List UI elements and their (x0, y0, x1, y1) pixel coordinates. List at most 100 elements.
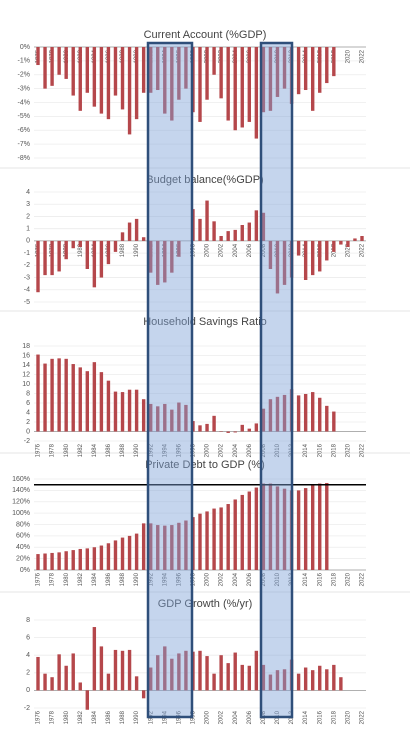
bar (212, 508, 216, 570)
y-tick-label: 120% (12, 499, 30, 506)
bar (170, 240, 174, 273)
bar (247, 47, 252, 122)
bar (78, 548, 82, 570)
bar (240, 494, 244, 570)
y-tick-label: -3% (18, 85, 30, 92)
x-tick-label: 1988 (120, 443, 126, 457)
x-tick-label: 1976 (36, 710, 42, 724)
x-tick-label: 1980 (64, 443, 70, 457)
bar (113, 649, 118, 691)
bar (184, 520, 188, 570)
bar (198, 218, 202, 241)
bar (275, 240, 280, 294)
bar (233, 229, 237, 241)
bar (360, 236, 364, 241)
y-tick-label: 8 (26, 390, 30, 397)
bar (170, 525, 174, 570)
x-tick-label: 2016 (317, 572, 323, 586)
y-tick-label: -1% (18, 58, 30, 65)
x-tick-label: 1982 (78, 710, 84, 724)
x-tick-label: 1980 (64, 710, 70, 724)
bar (57, 240, 61, 272)
x-tick-label: 2004 (233, 443, 239, 457)
bar (205, 200, 209, 241)
x-tick-label: 1984 (92, 443, 98, 457)
bar (127, 389, 132, 432)
bar (275, 486, 280, 570)
bar (99, 240, 104, 278)
y-tick-label: -5 (24, 299, 30, 306)
bar (134, 218, 139, 241)
bar (85, 690, 90, 710)
bar (36, 656, 40, 691)
bar (177, 240, 181, 257)
bar (261, 483, 266, 570)
y-tick-label: 16 (22, 352, 30, 359)
x-tick-label: 1984 (92, 572, 98, 586)
x-tick-label: 2022 (360, 572, 366, 586)
y-tick-label: -2% (18, 72, 30, 79)
x-tick-label: 1986 (106, 710, 112, 724)
bar (318, 47, 322, 93)
bar (113, 540, 118, 570)
bar (148, 403, 153, 432)
bar (346, 240, 350, 247)
x-tick-label: 2010 (275, 443, 281, 457)
bar (163, 525, 167, 570)
bar (303, 667, 308, 691)
bar (296, 47, 301, 95)
bar (99, 545, 104, 570)
bar (233, 652, 237, 691)
bar (78, 682, 82, 691)
x-tick-label: 2006 (247, 243, 253, 257)
bar (156, 406, 160, 432)
x-tick-label: 2018 (331, 572, 337, 586)
x-tick-label: 1978 (50, 443, 56, 457)
x-tick-label: 1994 (162, 443, 168, 457)
bar (127, 649, 132, 691)
bar (141, 399, 146, 432)
bar (85, 371, 90, 432)
bar (92, 547, 97, 570)
bar (99, 646, 104, 691)
x-tick-label: 1982 (78, 572, 84, 586)
x-tick-label: 2010 (275, 572, 281, 586)
bar (134, 389, 139, 432)
bar (99, 47, 104, 114)
y-tick-label: 0 (26, 238, 30, 245)
bar (226, 504, 230, 570)
bar (64, 47, 68, 79)
x-tick-label: 2018 (331, 443, 337, 457)
x-tick-label: 2022 (360, 710, 366, 724)
x-tick-label: 2004 (233, 710, 239, 724)
bar (36, 554, 40, 570)
bar (268, 483, 273, 570)
bar (184, 650, 188, 691)
bar (99, 372, 104, 432)
bar (127, 47, 132, 135)
x-tick-label: 2008 (261, 572, 267, 586)
highlight-box (259, 41, 294, 719)
bar (310, 485, 315, 570)
bar (318, 240, 322, 272)
x-tick-label: 2006 (247, 443, 253, 457)
bar (85, 240, 90, 269)
bar (43, 673, 47, 691)
bar (92, 362, 97, 432)
x-tick-label: 1990 (134, 443, 140, 457)
x-tick-label: 2014 (303, 443, 309, 457)
bar (92, 240, 97, 288)
bar (219, 655, 223, 691)
bar (296, 395, 301, 432)
bar (71, 364, 75, 432)
bar (254, 423, 259, 432)
bar (57, 358, 61, 432)
bar (120, 392, 125, 432)
bar (43, 240, 47, 276)
y-tick-label: 140% (12, 487, 30, 494)
bar (78, 47, 82, 111)
bar (64, 358, 68, 432)
bar (198, 47, 202, 122)
bar (282, 669, 287, 691)
bar (92, 47, 97, 107)
